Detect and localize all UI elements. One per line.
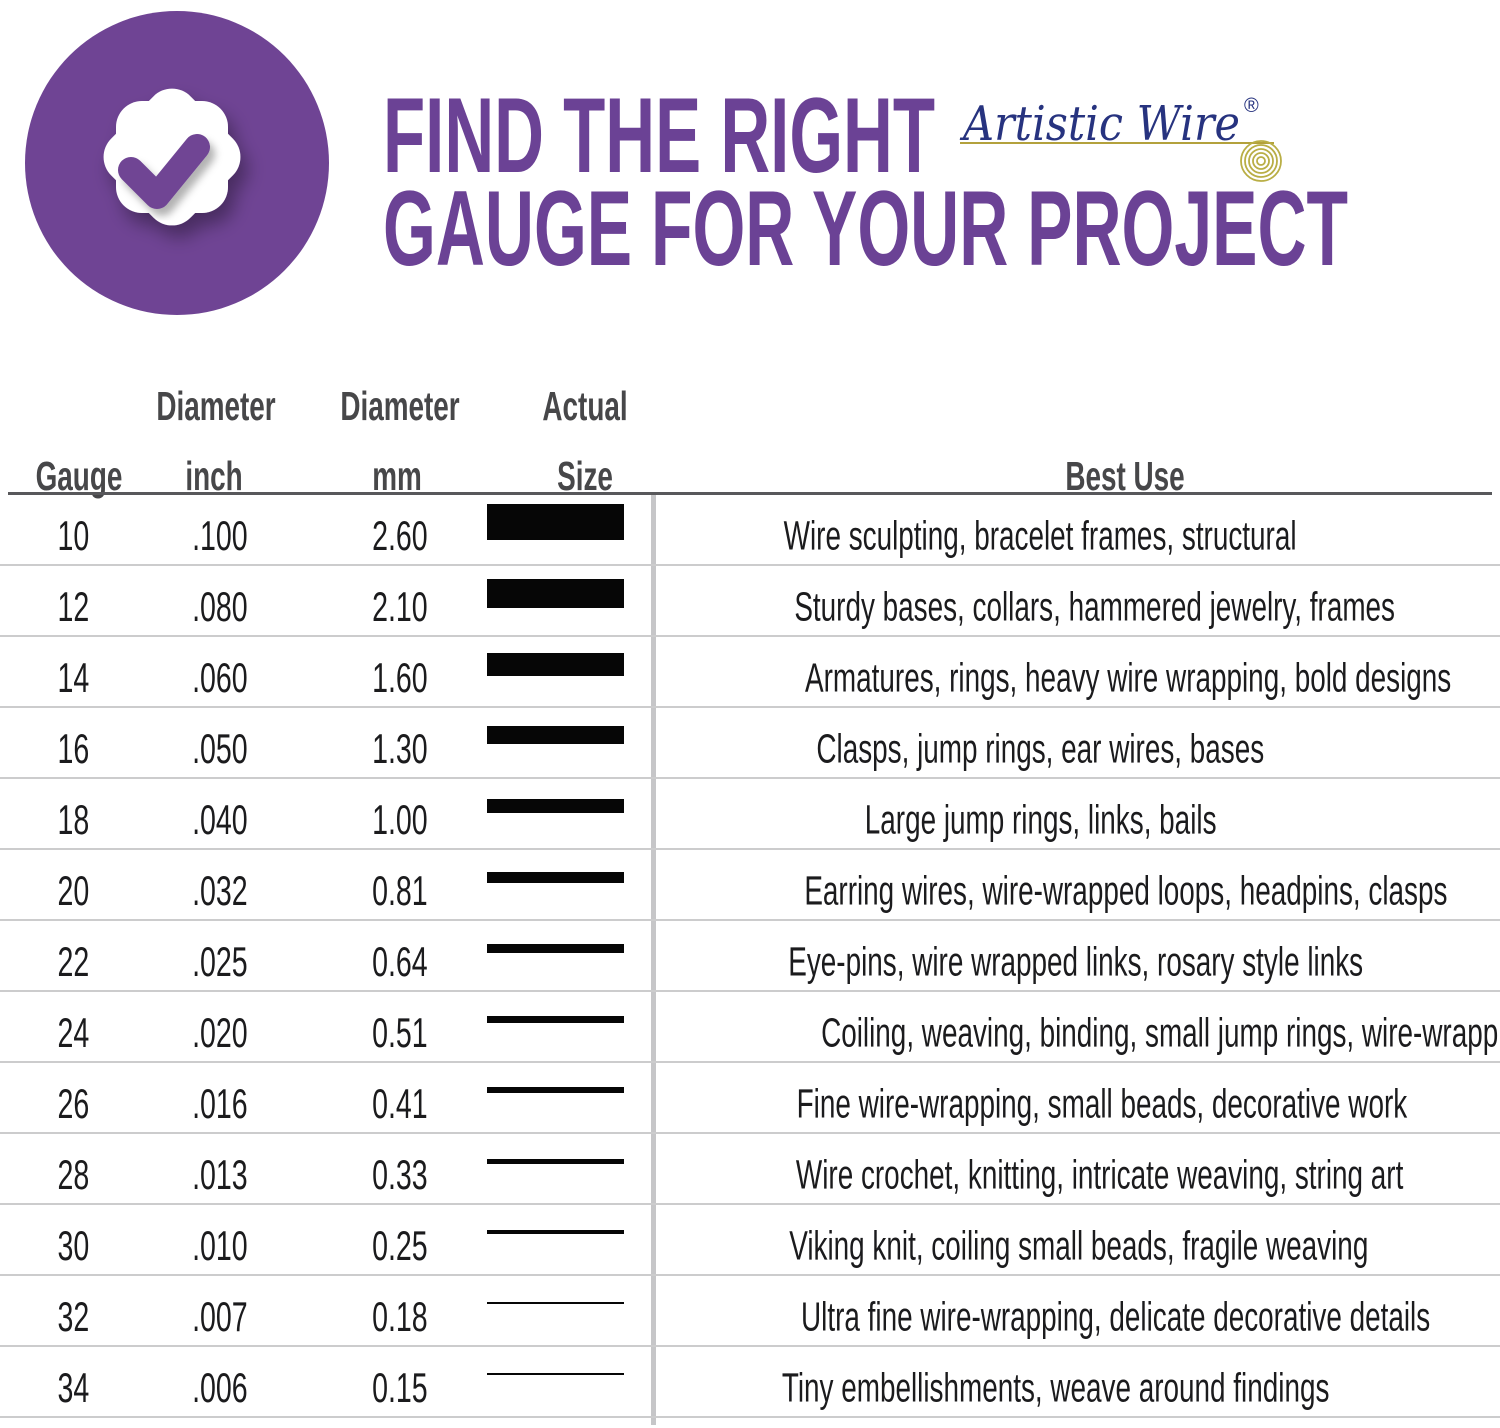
actual-size-bar <box>487 871 624 883</box>
actual-size-bar <box>487 578 624 608</box>
diameter-mm-value: 0.64 <box>372 938 428 985</box>
actual-size-bar <box>487 1087 624 1093</box>
gauge-value: 34 <box>57 1364 89 1411</box>
diameter-inch-value: .025 <box>192 938 248 985</box>
actual-size-bar <box>487 1373 624 1375</box>
diameter-mm-value: 0.33 <box>372 1151 428 1198</box>
gauge-value: 28 <box>57 1151 89 1198</box>
column-header-inch: inch <box>185 453 243 499</box>
column-header-mm: mm <box>372 453 422 499</box>
gauge-value: 24 <box>57 1009 89 1056</box>
diameter-inch-value: .050 <box>192 725 248 772</box>
gauge-value: 26 <box>57 1080 89 1127</box>
best-use-value: Wire crochet, knitting, intricate weavin… <box>795 1151 1404 1198</box>
wire-spiral-icon <box>1240 140 1282 182</box>
diameter-inch-value: .006 <box>192 1364 248 1411</box>
diameter-inch-value: .080 <box>192 583 248 630</box>
diameter-mm-value: 0.41 <box>372 1080 428 1127</box>
diameter-mm-value: 1.30 <box>372 725 428 772</box>
diameter-inch-value: .100 <box>192 512 248 559</box>
table-row: 14 .060 1.60 Armatures, rings, heavy wir… <box>0 637 1500 708</box>
page-title-line2: GAUGE FOR YOUR PROJECT <box>383 168 1348 288</box>
brand-logo: Artistic Wire ® <box>959 95 1282 182</box>
actual-size-bar <box>487 943 624 953</box>
actual-size-bar <box>487 504 624 540</box>
table-row: 22 .025 0.64 Eye-pins, wire wrapped link… <box>0 921 1500 992</box>
best-use-value: Ultra fine wire-wrapping, delicate decor… <box>801 1293 1431 1340</box>
diameter-inch-value: .032 <box>192 867 248 914</box>
best-use-value: Large jump rings, links, bails <box>864 796 1217 843</box>
column-header-actual-top: Actual <box>542 383 628 429</box>
best-use-value: Fine wire-wrapping, small beads, decorat… <box>796 1080 1408 1127</box>
diameter-mm-value: 0.25 <box>372 1222 428 1269</box>
table-row: 20 .032 0.81 Earring wires, wire-wrapped… <box>0 850 1500 921</box>
table-row: 26 .016 0.41 Fine wire-wrapping, small b… <box>0 1063 1500 1134</box>
verified-check-badge-icon <box>25 11 329 315</box>
diameter-mm-value: 0.15 <box>372 1364 428 1411</box>
column-divider <box>651 495 656 1425</box>
actual-size-bar <box>487 652 624 676</box>
actual-size-bar <box>487 1158 624 1164</box>
gauge-value: 10 <box>57 512 89 559</box>
actual-size-bar <box>487 1301 624 1305</box>
diameter-mm-value: 0.18 <box>372 1293 428 1340</box>
best-use-value: Coiling, weaving, binding, small jump ri… <box>821 1009 1500 1056</box>
gauge-value: 18 <box>57 796 89 843</box>
column-header-gauge: Gauge <box>35 453 123 499</box>
best-use-value: Viking knit, coiling small beads, fragil… <box>789 1222 1369 1269</box>
registered-trademark-symbol: ® <box>1244 95 1259 117</box>
best-use-value: Sturdy bases, collars, hammered jewelry,… <box>794 583 1395 630</box>
gauge-value: 30 <box>57 1222 89 1269</box>
header-underline <box>8 492 1492 495</box>
table-row: 34 .006 0.15 Tiny embellishments, weave … <box>0 1347 1500 1418</box>
diameter-mm-value: 0.81 <box>372 867 428 914</box>
best-use-value: Armatures, rings, heavy wire wrapping, b… <box>805 654 1452 701</box>
best-use-value: Wire sculpting, bracelet frames, structu… <box>784 512 1297 559</box>
check-icon <box>118 134 210 209</box>
best-use-value: Eye-pins, wire wrapped links, rosary sty… <box>788 938 1364 985</box>
best-use-value: Tiny embellishments, weave around findin… <box>781 1364 1330 1411</box>
table-row: 16 .050 1.30 Clasps, jump rings, ear wir… <box>0 708 1500 779</box>
gauge-value: 20 <box>57 867 89 914</box>
diameter-inch-value: .060 <box>192 654 248 701</box>
diameter-inch-value: .010 <box>192 1222 248 1269</box>
actual-size-bar <box>487 726 624 744</box>
column-header-diameter-inch-top: Diameter <box>156 383 276 429</box>
diameter-inch-value: .016 <box>192 1080 248 1127</box>
diameter-inch-value: .013 <box>192 1151 248 1198</box>
gauge-value: 32 <box>57 1293 89 1340</box>
diameter-mm-value: 2.60 <box>372 512 428 559</box>
actual-size-bar <box>487 1015 624 1023</box>
column-header-size: Size <box>557 453 613 499</box>
header-graphic: FIND THE RIGHT GAUGE FOR YOUR PROJECT Ar… <box>25 11 1348 315</box>
actual-size-bar <box>487 799 624 813</box>
best-use-value: Earring wires, wire-wrapped loops, headp… <box>804 867 1448 914</box>
diameter-mm-value: 1.00 <box>372 796 428 843</box>
diameter-inch-value: .040 <box>192 796 248 843</box>
gauge-value: 12 <box>57 583 89 630</box>
gauge-value: 16 <box>57 725 89 772</box>
best-use-value: Clasps, jump rings, ear wires, bases <box>816 725 1265 772</box>
table-row: 12 .080 2.10 Sturdy bases, collars, hamm… <box>0 566 1500 637</box>
table-row: 32 .007 0.18 Ultra fine wire-wrapping, d… <box>0 1276 1500 1347</box>
table-row: 24 .020 0.51 Coiling, weaving, binding, … <box>0 992 1500 1063</box>
gauge-value: 22 <box>57 938 89 985</box>
gauge-value: 14 <box>57 654 89 701</box>
actual-size-bar <box>487 1230 624 1234</box>
table-row: 30 .010 0.25 Viking knit, coiling small … <box>0 1205 1500 1276</box>
page-title-line1: FIND THE RIGHT <box>383 75 935 195</box>
gauge-table: 10 .100 2.60 Wire sculpting, bracelet fr… <box>0 495 1500 1418</box>
diameter-mm-value: 2.10 <box>372 583 428 630</box>
column-header-diameter-mm-top: Diameter <box>340 383 460 429</box>
diameter-mm-value: 0.51 <box>372 1009 428 1056</box>
diameter-mm-value: 1.60 <box>372 654 428 701</box>
column-header-best-use: Best Use <box>1065 453 1185 499</box>
table-row: 10 .100 2.60 Wire sculpting, bracelet fr… <box>0 495 1500 566</box>
diameter-inch-value: .020 <box>192 1009 248 1056</box>
table-row: 28 .013 0.33 Wire crochet, knitting, int… <box>0 1134 1500 1205</box>
diameter-inch-value: .007 <box>192 1293 248 1340</box>
table-row: 18 .040 1.00 Large jump rings, links, ba… <box>0 779 1500 850</box>
